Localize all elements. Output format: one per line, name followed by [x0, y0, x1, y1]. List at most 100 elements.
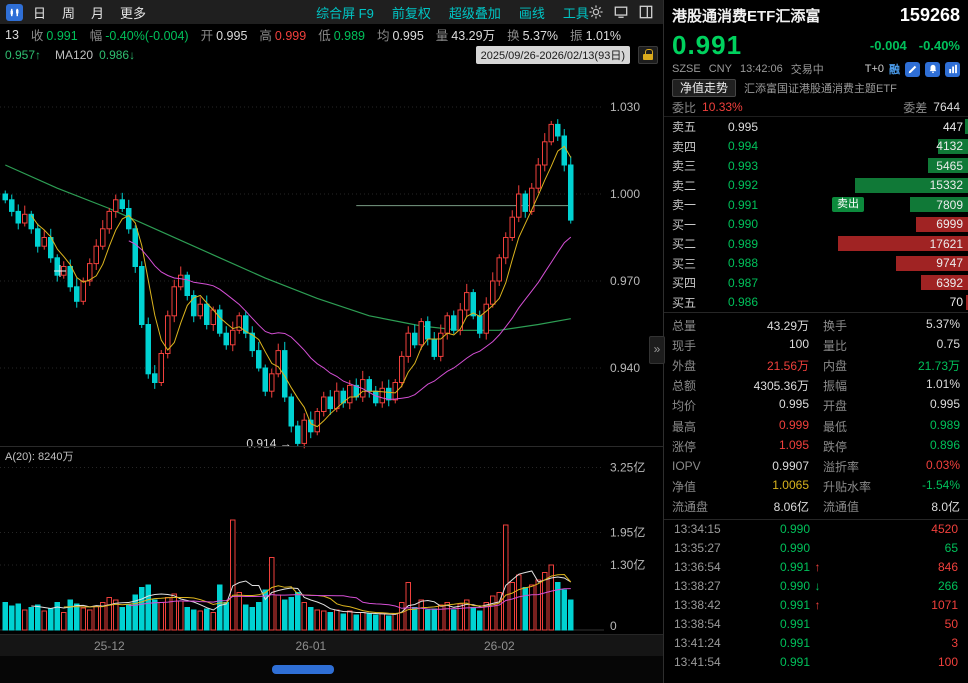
order-qty: 6392	[936, 275, 963, 290]
weibi-row: 委比 10.33% 委差 7644	[664, 98, 968, 117]
layout-panel-icon[interactable]	[639, 5, 653, 19]
tick-qty: 3	[951, 636, 958, 651]
order-price[interactable]: 0.990	[727, 217, 758, 232]
tick-time: 13:38:54	[674, 617, 721, 632]
tick-price: 0.990	[779, 541, 810, 556]
monitor-icon[interactable]	[614, 5, 628, 19]
tick-price: 0.990	[779, 522, 810, 537]
quote-field-2: 收 0.991	[30, 29, 78, 43]
quote-field-6: 低 0.989	[318, 29, 365, 43]
quote-panel-header: 港股通消费ETF汇添富 159268	[664, 0, 968, 30]
stat-row: 现手 100 量比 0.75	[672, 336, 960, 353]
ask-row[interactable]: 卖四 0.994 4132	[664, 137, 968, 157]
period-tab-1[interactable]: 日	[33, 5, 47, 21]
scrollbar-thumb[interactable]	[272, 665, 334, 674]
tick-time: 13:41:24	[674, 636, 721, 651]
depth-bar	[928, 158, 968, 173]
bid-row[interactable]: 买二 0.989 17621	[664, 234, 968, 254]
stat-row: 净值 1.0065 升贴水率 -1.54%	[672, 478, 960, 495]
bid-row[interactable]: 买三 0.988 9747	[664, 254, 968, 274]
edit-icon[interactable]	[905, 61, 920, 77]
ask-row[interactable]: 卖五 0.995 447	[664, 117, 968, 137]
depth-bar	[896, 255, 968, 271]
tick-qty: 846	[937, 560, 958, 575]
currency-label: CNY	[708, 63, 732, 75]
depth-bar	[910, 197, 968, 212]
order-price[interactable]: 0.993	[727, 158, 758, 173]
order-level-label: 买五	[672, 295, 697, 310]
svg-text:1.30亿: 1.30亿	[610, 557, 645, 572]
order-qty: 5465	[936, 158, 963, 173]
tick-qty: 100	[937, 655, 958, 670]
settings-gear-icon[interactable]	[589, 5, 603, 19]
order-price[interactable]: 0.989	[727, 236, 758, 251]
alert-bell-icon[interactable]	[925, 61, 940, 77]
security-name: 港股通消费ETF汇添富	[672, 7, 821, 25]
period-tab-4[interactable]: 更多	[120, 5, 147, 21]
depth-bar	[916, 216, 968, 232]
quote-time: 13:42:06	[739, 63, 783, 75]
collapse-panel-handle[interactable]: »	[649, 336, 665, 364]
tool-button-5[interactable]: 工具	[562, 5, 589, 21]
period-tab-3[interactable]: 月	[91, 5, 105, 21]
fund-full-name: 汇添富国证港股通消费主题ETF	[744, 83, 897, 95]
volume-chart[interactable]: 3.25亿 1.95亿 1.30亿 0	[0, 446, 663, 634]
quote-panel: 港股通消费ETF汇添富 159268 0.991 -0.004 -0.40% S…	[663, 0, 968, 683]
app-logo-icon[interactable]	[6, 3, 23, 21]
tick-time: 13:35:27	[674, 541, 721, 556]
bid-row[interactable]: 买五 0.986 70	[664, 293, 968, 313]
order-price[interactable]: 0.988	[727, 256, 758, 271]
quote-field-1: 13	[5, 27, 19, 42]
tick-qty: 266	[937, 579, 958, 594]
bid-row[interactable]: 买一 0.990 6999	[664, 215, 968, 235]
tick-up-arrow-icon: ↑	[814, 560, 821, 575]
order-book: 卖五 0.995 447 卖四 0.994 4132 卖三 0.993 5465 卖二 0.992 1…	[664, 117, 968, 312]
panel-tab-row: 净值走势 汇添富国证港股通消费主题ETF	[664, 78, 968, 98]
tick-time: 13:38:42	[674, 598, 721, 613]
chart-scrollbar-track[interactable]	[0, 656, 663, 683]
tool-button-4[interactable]: 画线	[518, 5, 545, 21]
tick-time: 13:38:27	[674, 579, 721, 594]
bid-row[interactable]: 买四 0.987 6392	[664, 273, 968, 293]
lock-icon[interactable]	[638, 45, 658, 64]
order-price[interactable]: 0.995	[727, 119, 758, 134]
order-qty: 15332	[929, 178, 963, 193]
order-price[interactable]: 0.986	[727, 295, 758, 310]
order-qty: 6999	[936, 217, 963, 232]
change-abs: -0.004	[869, 37, 907, 53]
ask-row[interactable]: 卖三 0.993 5465	[664, 156, 968, 176]
order-level-label: 买四	[672, 276, 697, 291]
order-price[interactable]: 0.991	[727, 197, 758, 212]
order-price[interactable]: 0.994	[727, 139, 758, 154]
order-level-label: 卖二	[672, 178, 697, 193]
stat-row: IOPV 0.9907 溢折率 0.03%	[672, 457, 960, 474]
tick-time: 13:36:54	[674, 560, 721, 575]
order-price[interactable]: 0.992	[727, 178, 758, 193]
ask-row[interactable]: 卖二 0.992 15332	[664, 176, 968, 196]
tick-row: 13:36:54 0.991 ↑ 846	[664, 558, 968, 577]
t0-badge: T+0	[864, 63, 884, 75]
tick-price: 0.991	[779, 560, 810, 575]
tool-button-1[interactable]: 综合屏 F9	[316, 5, 374, 21]
tick-row: 13:38:27 0.990 ↓ 266	[664, 577, 968, 596]
quote-field-7: 均 0.995	[376, 29, 424, 43]
tick-qty: 65	[944, 541, 958, 556]
period-tab-2[interactable]: 周	[62, 5, 76, 21]
tab-nav-trend[interactable]: 净值走势	[672, 79, 737, 97]
tick-row: 13:38:54 0.991 50	[664, 615, 968, 634]
tool-button-2[interactable]: 前复权	[391, 5, 431, 21]
order-price[interactable]: 0.987	[727, 275, 758, 290]
ma-value-1: 0.957↑	[5, 47, 42, 62]
quote-field-3: 幅 -0.40%(-0.004)	[89, 29, 189, 43]
tool-button-3[interactable]: 超级叠加	[448, 5, 501, 21]
ask-row[interactable]: 卖一 0.991 卖出 7809	[664, 195, 968, 215]
mini-chart-icon[interactable]	[945, 61, 960, 77]
depth-bar	[965, 119, 968, 134]
period-tabs: 日周月更多	[33, 3, 146, 22]
date-range-chip[interactable]: 2025/09/26-2026/02/13(93日)	[475, 45, 630, 64]
toolbar-tools: 综合屏 F9 前复权 超级叠加 画线 工具	[316, 3, 589, 22]
weicha-value: 7644	[933, 100, 960, 114]
margin-badge: 融	[889, 64, 900, 76]
